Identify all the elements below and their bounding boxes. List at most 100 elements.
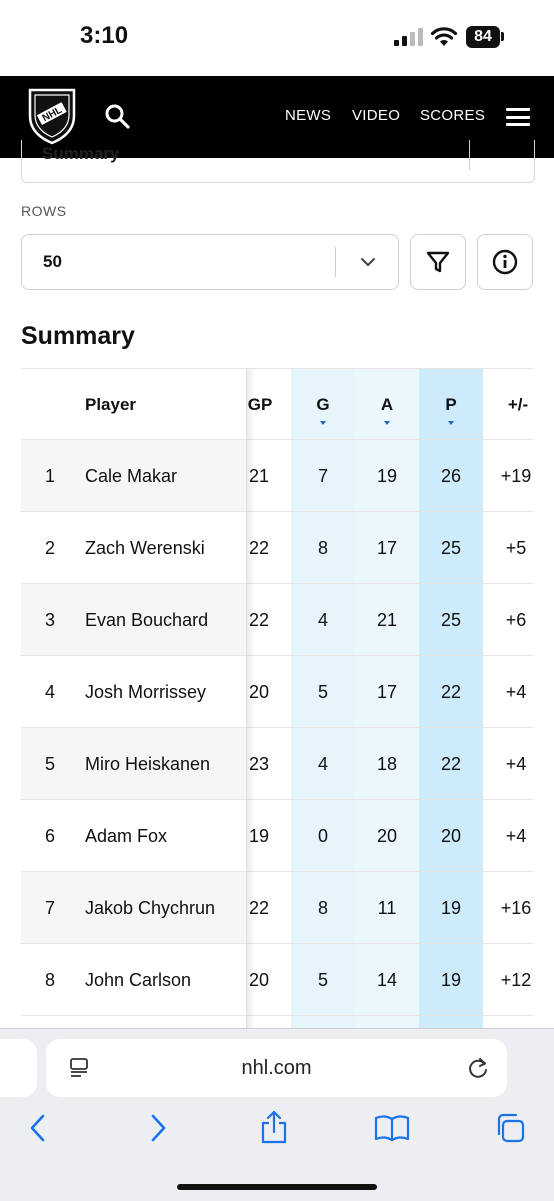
address-bar-url: nhl.com	[241, 1057, 312, 1079]
back-icon[interactable]	[28, 1112, 48, 1144]
sticky-column-divider	[246, 369, 247, 1029]
sticky-cell-background	[21, 512, 247, 584]
page-menu-icon[interactable]	[68, 1057, 90, 1079]
sticky-column-shadow	[247, 369, 255, 1029]
points-cell: 22	[440, 754, 462, 774]
player-name-cell[interactable]: Josh Morrissey	[85, 682, 207, 702]
wifi-icon	[430, 27, 458, 46]
sticky-cell-background	[21, 800, 247, 872]
sticky-cell-background	[21, 944, 247, 1016]
sort-indicator-g	[320, 421, 326, 425]
report-select[interactable]: Summary	[21, 140, 535, 183]
rank-cell: 8	[44, 970, 55, 990]
goals-cell: 0	[317, 826, 328, 846]
info-icon	[492, 249, 518, 275]
goals-cell: 5	[317, 970, 328, 990]
player-name-cell[interactable]: Adam Fox	[85, 826, 168, 846]
nav-scores-link[interactable]: SCORES	[420, 107, 486, 124]
reload-icon[interactable]	[467, 1056, 489, 1080]
player-name-cell[interactable]: Zach Werenski	[85, 538, 205, 558]
search-icon[interactable]	[104, 103, 130, 129]
header-g[interactable]: G	[316, 395, 330, 414]
table-row[interactable]: 6 Adam Fox 19 0 20 20 +4	[21, 799, 533, 872]
info-button[interactable]	[477, 234, 533, 290]
forward-icon[interactable]	[148, 1112, 168, 1144]
points-cell: 19	[440, 898, 462, 918]
section-title: Summary	[21, 322, 135, 350]
sticky-cell-background	[21, 440, 247, 512]
rank-cell: 6	[44, 826, 55, 846]
header-player[interactable]: Player	[85, 395, 137, 414]
home-indicator	[177, 1184, 377, 1190]
rank-cell: 2	[44, 538, 55, 558]
stats-table: Player GP G A P +/- 1 Cale Makar 21 7 19 26 +1…	[21, 368, 533, 1029]
column-highlight-a	[355, 369, 419, 1029]
status-bar: 3:10 84	[0, 0, 554, 76]
assists-cell: 11	[377, 898, 397, 918]
select-divider	[469, 140, 470, 170]
select-divider	[335, 247, 336, 277]
nav-news-link[interactable]: NEWS	[285, 107, 332, 124]
column-highlight-g	[291, 369, 355, 1029]
column-highlight-p	[419, 369, 483, 1029]
goals-cell: 4	[317, 610, 328, 630]
table-row-partial	[21, 1015, 533, 1029]
goals-cell: 4	[317, 754, 328, 774]
header-plus-minus[interactable]: +/-	[507, 395, 529, 414]
status-time: 3:10	[80, 22, 129, 49]
plus-minus-cell: +19	[500, 466, 532, 486]
table-row[interactable]: 3 Evan Bouchard 22 4 21 25 +6	[21, 583, 533, 656]
assists-cell: 18	[376, 754, 398, 774]
player-name-cell[interactable]: John Carlson	[85, 970, 192, 990]
hamburger-icon[interactable]	[506, 108, 530, 126]
header-gp[interactable]: GP	[247, 395, 273, 414]
table-row[interactable]: 2 Zach Werenski 22 8 17 25 +5	[21, 511, 533, 584]
cellular-signal-icon	[394, 28, 423, 46]
table-row[interactable]: 8 John Carlson 20 5 14 19 +12	[21, 943, 533, 1016]
plus-minus-cell: +16	[500, 898, 532, 918]
points-cell: 25	[440, 610, 462, 630]
table-row[interactable]: 1 Cale Makar 21 7 19 26 +19	[21, 439, 533, 512]
table-row[interactable]: 7 Jakob Chychrun 22 8 11 19 +16	[21, 871, 533, 944]
rank-cell: 7	[44, 898, 55, 918]
site-header: NHL NEWS VIDEO SCORES	[0, 76, 554, 158]
table-row[interactable]: 4 Josh Morrissey 20 5 17 22 +4	[21, 655, 533, 728]
points-cell: 20	[440, 826, 462, 846]
assists-cell: 14	[376, 970, 398, 990]
battery-cap	[501, 32, 504, 41]
plus-minus-cell: +12	[500, 970, 532, 990]
goals-cell: 8	[317, 898, 328, 918]
nav-video-link[interactable]: VIDEO	[352, 107, 401, 124]
player-name-cell[interactable]: Miro Heiskanen	[85, 754, 211, 774]
goals-cell: 7	[317, 466, 328, 486]
table-row[interactable]: 5 Miro Heiskanen 23 4 18 22 +4	[21, 727, 533, 800]
assists-cell: 21	[376, 610, 398, 630]
address-bar[interactable]: nhl.com	[46, 1039, 507, 1097]
sticky-cell-background	[21, 872, 247, 944]
plus-minus-cell: +5	[505, 538, 527, 558]
chevron-down-icon	[361, 258, 375, 266]
header-a[interactable]: A	[380, 395, 394, 414]
gp-cell: 23	[248, 754, 270, 774]
gp-cell: 20	[248, 970, 270, 990]
gp-cell: 22	[248, 610, 270, 630]
gp-cell: 22	[248, 898, 270, 918]
tabs-icon[interactable]	[494, 1112, 526, 1144]
player-name-cell[interactable]: Cale Makar	[85, 466, 178, 486]
filter-button[interactable]	[410, 234, 466, 290]
plus-minus-cell: +4	[505, 754, 527, 774]
player-name-cell[interactable]: Jakob Chychrun	[85, 898, 216, 918]
previous-tab-preview[interactable]	[0, 1039, 37, 1097]
filter-icon	[426, 251, 450, 273]
player-name-cell[interactable]: Evan Bouchard	[85, 610, 209, 630]
rank-cell: 4	[44, 682, 55, 702]
report-select-value: Summary	[42, 144, 120, 163]
rows-select[interactable]: 50	[21, 234, 399, 290]
gp-cell: 20	[248, 682, 270, 702]
bookmarks-icon[interactable]	[374, 1114, 410, 1142]
header-p[interactable]: P	[445, 395, 457, 414]
share-icon[interactable]	[260, 1110, 288, 1144]
gp-cell: 19	[248, 826, 270, 846]
sort-indicator-p	[448, 421, 454, 425]
nhl-logo[interactable]: NHL	[24, 86, 80, 146]
